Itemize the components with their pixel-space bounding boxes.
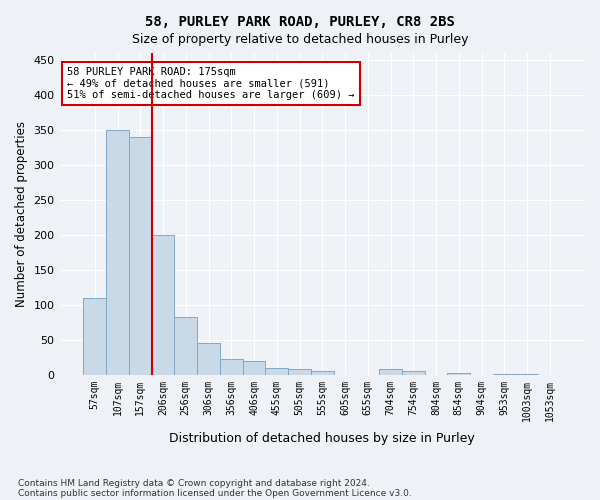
Bar <box>242 361 265 375</box>
Bar <box>129 136 152 375</box>
Bar <box>220 360 242 375</box>
Bar <box>265 368 288 375</box>
Y-axis label: Number of detached properties: Number of detached properties <box>15 120 28 306</box>
Bar <box>197 342 220 375</box>
Bar <box>311 370 334 375</box>
X-axis label: Distribution of detached houses by size in Purley: Distribution of detached houses by size … <box>169 432 475 445</box>
Text: 58 PURLEY PARK ROAD: 175sqm
← 49% of detached houses are smaller (591)
51% of se: 58 PURLEY PARK ROAD: 175sqm ← 49% of det… <box>67 67 355 100</box>
Text: Contains public sector information licensed under the Open Government Licence v3: Contains public sector information licen… <box>18 488 412 498</box>
Bar <box>83 298 106 375</box>
Bar <box>515 374 538 375</box>
Bar <box>493 374 515 375</box>
Bar <box>288 370 311 375</box>
Bar <box>448 373 470 375</box>
Text: Contains HM Land Registry data © Crown copyright and database right 2024.: Contains HM Land Registry data © Crown c… <box>18 478 370 488</box>
Bar <box>402 372 425 375</box>
Text: Size of property relative to detached houses in Purley: Size of property relative to detached ho… <box>132 32 468 46</box>
Bar <box>379 370 402 375</box>
Text: 58, PURLEY PARK ROAD, PURLEY, CR8 2BS: 58, PURLEY PARK ROAD, PURLEY, CR8 2BS <box>145 15 455 29</box>
Bar <box>106 130 129 375</box>
Bar <box>175 316 197 375</box>
Bar <box>152 234 175 375</box>
